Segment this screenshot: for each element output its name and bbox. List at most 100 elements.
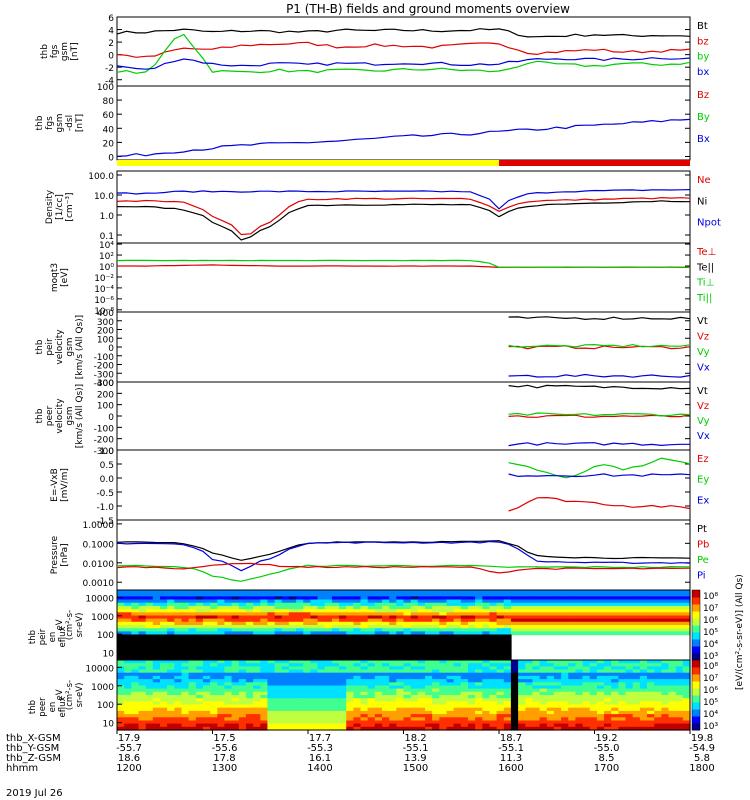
spectrogram-cell	[510, 701, 519, 706]
spectrogram-cell	[224, 593, 233, 597]
spectrogram-cell	[138, 640, 147, 645]
spectrogram-cell	[604, 669, 612, 674]
spectrogram-cell	[296, 615, 304, 620]
spectrogram-cell	[138, 615, 147, 620]
spectrogram-cell	[367, 675, 376, 680]
spectrogram-cell	[288, 621, 297, 626]
spectrogram-cell	[281, 602, 290, 607]
spectrogram-cell	[374, 679, 383, 683]
spectrogram-cell	[317, 679, 326, 683]
spectrogram-cell	[446, 590, 455, 594]
y-tick-label: 1000	[91, 613, 114, 623]
spectrogram-cell	[625, 669, 634, 674]
spectrogram-cell	[303, 688, 311, 693]
spectrogram-cell	[417, 609, 426, 613]
spectrogram-cell	[417, 653, 426, 658]
spectrogram-cell	[188, 663, 197, 667]
spectrogram-cell	[639, 628, 648, 632]
spectrogram-cell	[138, 628, 147, 632]
spectrogram-cell	[174, 685, 183, 690]
spectrogram-cell	[331, 714, 340, 718]
spectrogram-cell	[131, 714, 140, 718]
spectrogram-cell	[231, 691, 240, 696]
spectrogram-cell	[482, 723, 491, 728]
spectrogram-cell	[410, 644, 419, 648]
spectrogram-cell	[260, 609, 269, 613]
spectrogram-cell	[682, 685, 691, 690]
spectrogram-cell	[510, 726, 519, 731]
spectrogram-cell	[532, 672, 541, 677]
spectrogram-cell	[210, 682, 218, 687]
spectrogram-cell	[367, 726, 376, 731]
spectrogram-cell	[367, 682, 376, 687]
spectrogram-cell	[661, 596, 670, 601]
spectrogram-cell	[138, 714, 147, 718]
spectrogram-cell	[460, 660, 469, 664]
spectrogram-cell	[160, 663, 168, 667]
spectrogram-cell	[131, 663, 140, 667]
spectrogram-cell	[174, 602, 183, 607]
spectrogram-cell	[138, 590, 147, 594]
spectrogram-cell	[260, 631, 269, 636]
spectrogram-cell	[317, 695, 326, 699]
spectrogram-cell	[331, 704, 340, 709]
spectrogram-cell	[317, 647, 326, 652]
spectrogram-cell	[267, 656, 276, 661]
spectrogram-cell	[568, 679, 576, 683]
spectrogram-cell	[553, 599, 562, 604]
spectrogram-cell	[417, 656, 426, 661]
spectrogram-cell	[331, 698, 340, 702]
y-tick-label: 60	[103, 111, 115, 121]
spectrogram-cell	[496, 707, 505, 712]
y-tick-label: -4	[105, 77, 114, 87]
spectrogram-cell	[611, 609, 619, 613]
spectrogram-cell	[117, 618, 125, 623]
spectrogram-cell	[618, 612, 627, 617]
spectrogram-cell	[124, 625, 132, 629]
spectrogram-cell	[432, 615, 440, 620]
spectrogram-cell	[231, 688, 240, 693]
spectrogram-cell	[360, 720, 369, 725]
spectrogram-cell	[432, 704, 440, 709]
spectrogram-cell	[174, 666, 183, 671]
spectrogram-cell	[582, 625, 591, 629]
spectrogram-cell	[303, 682, 311, 687]
spectrogram-cell	[425, 675, 433, 680]
spectrogram-cell	[174, 621, 183, 626]
spectrogram-cell	[181, 609, 190, 613]
spectrogram-cell	[124, 682, 132, 687]
legend-Bx: Bx	[697, 134, 710, 145]
spectrogram-cell	[238, 666, 247, 671]
spectrogram-cell	[632, 704, 641, 709]
spectrogram-cell	[195, 644, 204, 648]
spectrogram-cell	[611, 625, 619, 629]
spectrogram-cell	[188, 609, 197, 613]
spectrogram-cell	[503, 644, 512, 648]
spectrogram-cell	[367, 599, 376, 604]
legend-Bz: Bz	[697, 90, 709, 101]
spectrogram-cell	[453, 704, 462, 709]
spectrogram-cell	[253, 688, 261, 693]
spectrogram-cell	[310, 612, 319, 617]
spectrogram-cell	[489, 647, 498, 652]
spectrogram-cell	[489, 701, 498, 706]
legend-Vz: Vz	[697, 332, 709, 343]
spectrogram-cell	[382, 669, 390, 674]
spectrogram-cell	[460, 675, 469, 680]
spectrogram-cell	[568, 660, 576, 664]
colorbar-frame	[691, 659, 701, 731]
spectrogram-cell	[145, 650, 154, 655]
spectrogram-cell	[245, 628, 254, 632]
spectrogram-cell	[654, 685, 662, 690]
spectrogram-cell	[267, 714, 276, 718]
spectrogram-cell	[639, 669, 648, 674]
spectrogram-cell	[453, 714, 462, 718]
spectrogram-cell	[174, 691, 183, 696]
spectrogram-cell	[231, 599, 240, 604]
spectrogram-cell	[367, 691, 376, 696]
spectrogram-cell	[217, 663, 226, 667]
spectrogram-cell	[618, 717, 627, 722]
spectrogram-cell	[331, 672, 340, 677]
spectrogram-cell	[324, 618, 333, 623]
